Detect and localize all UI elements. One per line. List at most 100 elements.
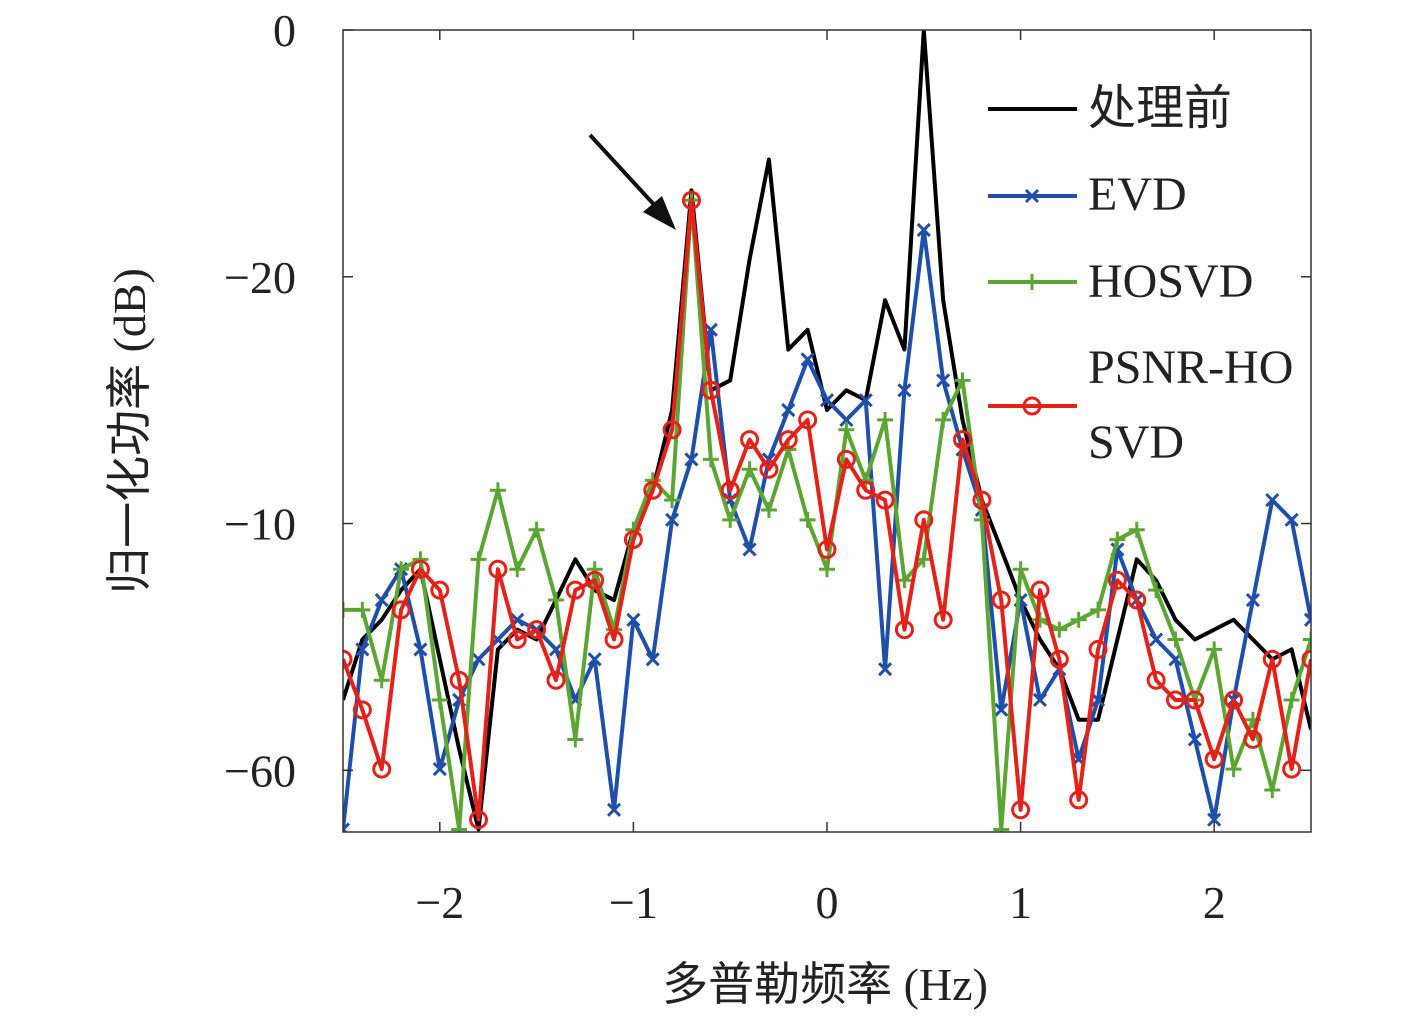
legend-swatch: [988, 188, 1077, 203]
marker: [781, 402, 796, 418]
marker: [343, 822, 351, 832]
marker: [489, 482, 506, 499]
legend-swatch: [988, 273, 1077, 290]
marker: [587, 652, 602, 667]
x-axis-label: 多普勒频率 (Hz): [662, 959, 988, 1010]
marker: [1206, 641, 1223, 658]
legend-label: EVD: [1088, 168, 1187, 222]
legend-label: PSNR-HOSVD: [1088, 341, 1294, 469]
legend-item: PSNR-HOSVD: [985, 331, 1315, 480]
marker: [430, 580, 450, 600]
marker: [897, 383, 912, 398]
marker: [393, 561, 410, 578]
marker: [1284, 512, 1299, 527]
y-tick-label: −10: [224, 499, 296, 550]
marker: [528, 521, 545, 538]
marker: [643, 480, 663, 500]
marker: [1264, 782, 1281, 799]
marker: [1265, 493, 1280, 508]
marker: [1225, 761, 1242, 778]
series-line: [343, 198, 1311, 822]
marker: [470, 551, 487, 568]
marker: [1030, 580, 1050, 600]
marker: [1069, 790, 1089, 810]
marker: [839, 412, 854, 427]
marker: [1187, 732, 1202, 747]
marker: [1148, 582, 1165, 599]
marker: [604, 630, 624, 650]
marker: [896, 572, 913, 589]
legend-swatch: [988, 107, 1077, 112]
marker: [1245, 592, 1260, 608]
marker: [1301, 649, 1311, 669]
legend-label: 处理前: [1088, 82, 1233, 135]
marker: [586, 561, 603, 578]
marker: [1127, 590, 1147, 610]
marker: [547, 592, 564, 609]
marker: [623, 530, 643, 550]
marker: [800, 352, 815, 367]
arrow-head: [643, 196, 676, 230]
marker: [702, 451, 719, 468]
marker: [355, 642, 370, 657]
marker: [1283, 691, 1300, 708]
marker: [1243, 729, 1263, 749]
marker: [858, 393, 873, 408]
marker: [488, 559, 508, 579]
marker: [509, 561, 526, 578]
marker: [741, 461, 758, 478]
marker: [1070, 611, 1087, 628]
marker: [1303, 631, 1311, 648]
y-tick-label: 0: [273, 5, 296, 56]
marker: [916, 222, 931, 237]
marker: [412, 551, 429, 568]
marker: [991, 590, 1011, 610]
marker: [374, 592, 389, 608]
marker: [527, 620, 547, 640]
legend-label: HOSVD: [1088, 254, 1254, 308]
marker: [760, 501, 777, 518]
legend-item: 处理前: [985, 72, 1315, 146]
x-tick-label: 0: [816, 877, 839, 928]
marker: [1282, 759, 1302, 779]
marker: [1051, 621, 1068, 638]
x-tick-label: 2: [1203, 877, 1226, 928]
marker: [1128, 521, 1145, 538]
marker: [722, 511, 739, 528]
marker: [1167, 631, 1184, 648]
marker: [836, 449, 856, 469]
marker: [1146, 670, 1166, 690]
marker: [431, 691, 448, 708]
marker: [972, 490, 992, 510]
marker: [567, 731, 584, 748]
marker: [953, 430, 973, 450]
marker: [936, 373, 951, 388]
marker: [665, 512, 680, 527]
marker: [994, 702, 1009, 717]
marker: [354, 601, 371, 618]
marker: [372, 759, 392, 779]
marker: [819, 393, 835, 408]
marker: [1031, 611, 1048, 628]
plot-area: [343, 30, 1311, 832]
marker: [701, 380, 721, 400]
marker: [1262, 649, 1282, 669]
marker: [1032, 692, 1048, 708]
marker: [894, 620, 914, 640]
y-tick-label: −20: [224, 252, 296, 303]
marker: [507, 630, 527, 650]
x-tick-label: −1: [609, 877, 658, 928]
marker: [1207, 812, 1222, 827]
x-tick-label: 1: [1009, 877, 1032, 928]
marker: [1149, 632, 1164, 647]
marker: [606, 802, 622, 817]
marker: [1204, 749, 1224, 769]
legend-swatch: [988, 396, 1077, 416]
marker: [993, 821, 1010, 832]
marker: [817, 539, 837, 559]
marker: [469, 810, 489, 830]
marker: [1024, 188, 1040, 203]
marker: [684, 452, 699, 467]
